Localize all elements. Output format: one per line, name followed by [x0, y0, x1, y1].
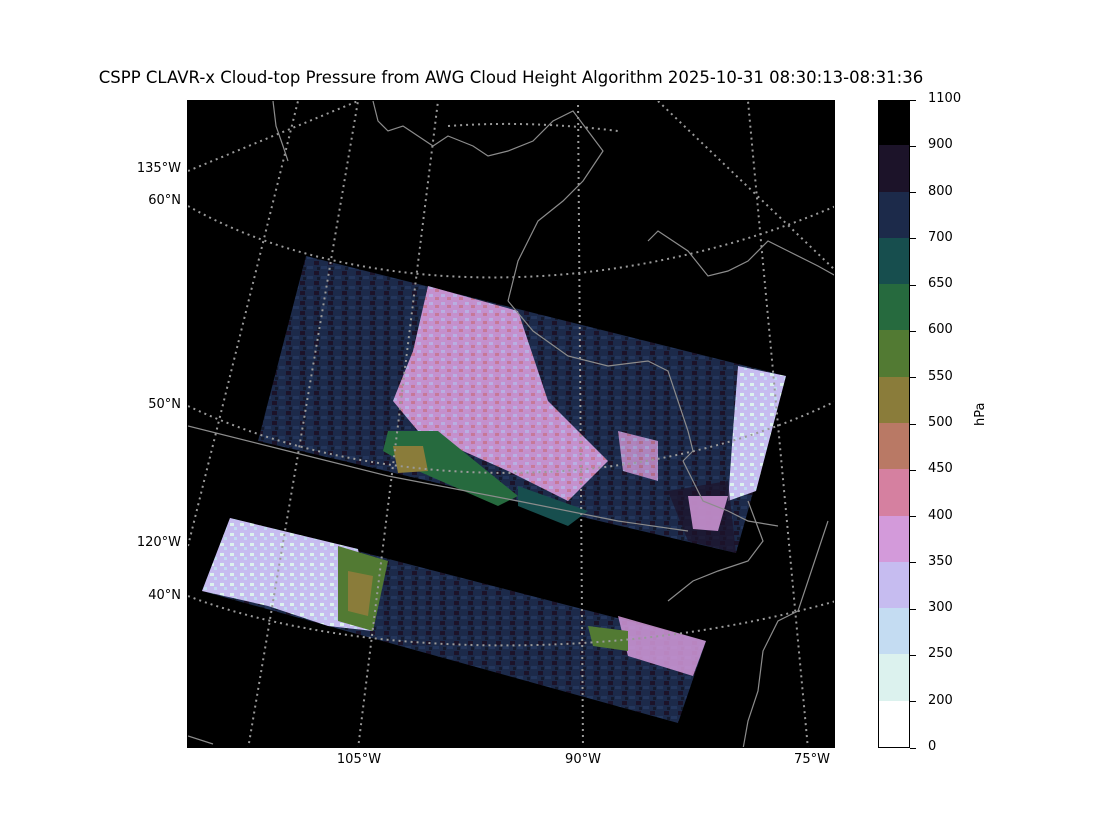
- lat-label-50n: 50°N: [148, 397, 181, 412]
- satellite-swath-north: [258, 256, 786, 553]
- lat-label-60n: 60°N: [148, 193, 181, 208]
- colorbar-band: [879, 561, 909, 609]
- satellite-swath-south: [202, 518, 706, 723]
- lon-label-105w: 105°W: [336, 752, 382, 767]
- colorbar-band: [879, 237, 909, 285]
- colorbar-tick-label: 300: [928, 600, 953, 616]
- chart-title: CSPP CLAVR-x Cloud-top Pressure from AWG…: [98, 68, 924, 87]
- colorbar-band: [879, 515, 909, 562]
- colorbar-tick-label: 400: [928, 507, 953, 523]
- colorbar-band: [879, 283, 909, 331]
- colorbar-tick: [910, 747, 916, 749]
- colorbar-band: [879, 607, 909, 655]
- colorbar-tick-label: 200: [928, 692, 953, 708]
- lon-label-135w: 135°W: [136, 161, 181, 176]
- colorbar-band: [879, 653, 909, 701]
- colorbar-band: [879, 329, 909, 377]
- colorbar-band: [879, 422, 909, 470]
- lat-label-40n: 40°N: [148, 588, 181, 603]
- colorbar-tick-label: 250: [928, 646, 953, 662]
- colorbar-tick: [910, 99, 916, 101]
- colorbar-tick: [910, 145, 916, 147]
- colorbar-tick-label: 650: [928, 276, 953, 292]
- colorbar-tick: [910, 377, 916, 379]
- lon-label-120w: 120°W: [136, 535, 181, 550]
- colorbar-tick-label: 600: [928, 322, 953, 338]
- colorbar-tick: [910, 608, 916, 610]
- colorbar-tick-label: 550: [928, 368, 953, 384]
- colorbar-band: [879, 144, 909, 192]
- colorbar-band: [879, 700, 909, 747]
- coastlines: [188, 101, 834, 747]
- colorbar-tick: [910, 330, 916, 332]
- colorbar-tick: [910, 284, 916, 286]
- colorbar-tick-label: 900: [928, 137, 953, 153]
- colorbar-tick: [910, 654, 916, 656]
- colorbar-tick-label: 450: [928, 461, 953, 477]
- colorbar-unit-label: hPa: [973, 402, 988, 426]
- colorbar-band: [879, 468, 909, 516]
- colorbar-tick-label: 350: [928, 553, 953, 569]
- colorbar-tick: [910, 192, 916, 194]
- lon-label-75w: 75°W: [794, 752, 830, 767]
- map-canvas: [188, 101, 834, 747]
- colorbar-tick-label: 0: [928, 739, 937, 754]
- colorbar-band: [879, 376, 909, 423]
- colorbar-band: [879, 191, 909, 238]
- graticule: [188, 101, 834, 747]
- colorbar-tick: [910, 562, 916, 564]
- map-panel[interactable]: [187, 100, 835, 748]
- colorbar-tick-label: 700: [928, 229, 953, 245]
- colorbar-tick: [910, 238, 916, 240]
- colorbar-band: [879, 101, 909, 146]
- colorbar-tick: [910, 469, 916, 471]
- colorbar-tick-label: 500: [928, 415, 953, 430]
- colorbar-tick: [910, 423, 916, 425]
- colorbar-tick-label: 800: [928, 183, 953, 199]
- colorbar-tick: [910, 516, 916, 518]
- lon-label-90w: 90°W: [565, 752, 601, 767]
- colorbar-tick-label: 1100: [928, 91, 962, 106]
- colorbar-tick: [910, 701, 916, 703]
- colorbar: [878, 100, 910, 748]
